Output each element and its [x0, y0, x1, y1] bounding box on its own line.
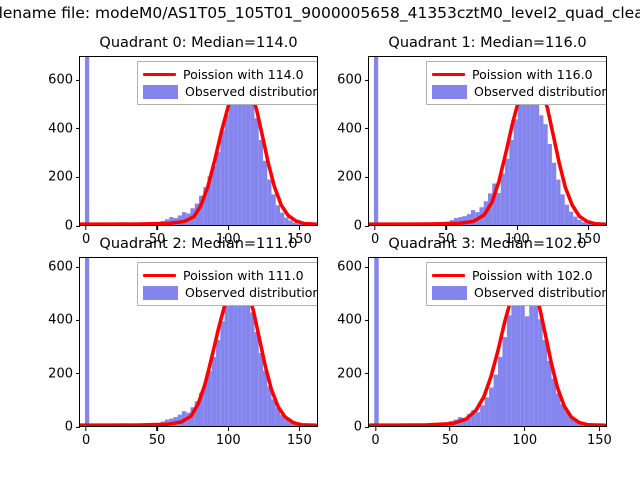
ytick-label: 0 [354, 220, 368, 233]
legend-patch-swatch-icon [143, 285, 178, 300]
ytick-label: 400 [48, 122, 79, 135]
ytick-label: 400 [337, 122, 368, 135]
observed-histogram-quadrant1 [373, 57, 599, 225]
axes-title-quadrant3: Quadrant 3: Median=102.0 [388, 236, 587, 252]
plot-frame-quadrant0: Poission with 114.0 Observed distributio… [79, 56, 318, 226]
ytick-label: 400 [337, 314, 368, 327]
xtick-label: 150 [287, 226, 312, 246]
legend-entry-poisson: Poission with 114.0 [143, 66, 317, 83]
legend-label-poisson: Poission with 102.0 [472, 268, 593, 283]
axes-quadrant3: Quadrant 3: Median=102.0 0 200 400 600 0… [337, 236, 612, 447]
ytick-label: 600 [337, 261, 368, 274]
ytick-label: 0 [354, 421, 368, 434]
legend-line-swatch-icon [143, 68, 176, 81]
xtick-label: 50 [149, 427, 166, 447]
ytick-label: 600 [48, 261, 79, 274]
legend-patch-swatch-icon [432, 285, 467, 300]
legend-label-observed: Observed distribution [474, 84, 607, 99]
legend-patch-swatch-icon [432, 84, 467, 99]
ytick-label: 200 [337, 367, 368, 380]
xtick-label: 50 [438, 226, 455, 246]
xtick-label: 150 [587, 427, 612, 447]
legend-label-poisson: Poission with 111.0 [183, 268, 304, 283]
axes-title-quadrant0: Quadrant 0: Median=114.0 [99, 35, 298, 51]
legend-quadrant0[interactable]: Poission with 114.0 Observed distributio… [137, 61, 318, 105]
plot-canvas-quadrant0 [80, 57, 317, 225]
xtick-label: 50 [442, 427, 459, 447]
legend-entry-observed: Observed distribution [432, 83, 607, 100]
legend-label-observed: Observed distribution [185, 84, 318, 99]
ytick-label: 400 [48, 314, 79, 327]
observed-histogram-quadrant3 [374, 258, 592, 426]
ytick-label: 200 [337, 171, 368, 184]
axes-quadrant2: Quadrant 2: Median=111.0 0 200 400 600 0… [48, 236, 318, 447]
ytick-label: 200 [48, 171, 79, 184]
legend-entry-observed: Observed distribution [432, 284, 607, 301]
ytick-label: 0 [65, 421, 79, 434]
xtick-label: 100 [216, 427, 241, 447]
legend-line-swatch-icon [432, 68, 465, 81]
legend-entry-poisson: Poission with 111.0 [143, 267, 317, 284]
xtick-label: 100 [505, 226, 530, 246]
xtick-label: 100 [512, 427, 537, 447]
legend-label-observed: Observed distribution [474, 285, 607, 300]
xtick-label: 0 [371, 226, 379, 246]
plot-frame-quadrant3: Poission with 102.0 Observed distributio… [368, 257, 607, 427]
figure-suptitle: Filename file: modeM0/AS1T05_105T01_9000… [0, 4, 640, 22]
legend-quadrant1[interactable]: Poission with 116.0 Observed distributio… [426, 61, 607, 105]
axes-title-quadrant1: Quadrant 1: Median=116.0 [388, 35, 587, 51]
axes-quadrant1: Quadrant 1: Median=116.0 0 200 400 600 0… [337, 35, 607, 246]
axes-quadrant0: Quadrant 0: Median=114.0 0 200 400 600 0… [48, 35, 318, 246]
legend-entry-observed: Observed distribution [143, 284, 318, 301]
plot-frame-quadrant1: Poission with 116.0 Observed distributio… [368, 56, 607, 226]
legend-label-poisson: Poission with 114.0 [183, 67, 304, 82]
xtick-label: 0 [82, 427, 90, 447]
legend-line-swatch-icon [432, 269, 465, 282]
xtick-label: 150 [576, 226, 601, 246]
ytick-label: 600 [337, 74, 368, 87]
axes-title-quadrant2: Quadrant 2: Median=111.0 [99, 236, 298, 252]
legend-label-observed: Observed distribution [185, 285, 318, 300]
xtick-label: 0 [371, 427, 379, 447]
legend-entry-poisson: Poission with 102.0 [432, 267, 606, 284]
legend-line-swatch-icon [143, 269, 176, 282]
legend-label-poisson: Poission with 116.0 [472, 67, 593, 82]
xtick-label: 150 [287, 427, 312, 447]
xtick-label: 100 [216, 226, 241, 246]
legend-patch-swatch-icon [143, 84, 178, 99]
ytick-label: 200 [48, 367, 79, 380]
ytick-label: 0 [65, 220, 79, 233]
plot-frame-quadrant2: Poission with 111.0 Observed distributio… [79, 257, 318, 427]
ytick-label: 600 [48, 74, 79, 87]
xtick-label: 0 [82, 226, 90, 246]
xtick-label: 50 [149, 226, 166, 246]
legend-entry-poisson: Poission with 116.0 [432, 66, 606, 83]
legend-quadrant3[interactable]: Poission with 102.0 Observed distributio… [426, 262, 607, 306]
legend-entry-observed: Observed distribution [143, 83, 318, 100]
legend-quadrant2[interactable]: Poission with 111.0 Observed distributio… [137, 262, 318, 306]
